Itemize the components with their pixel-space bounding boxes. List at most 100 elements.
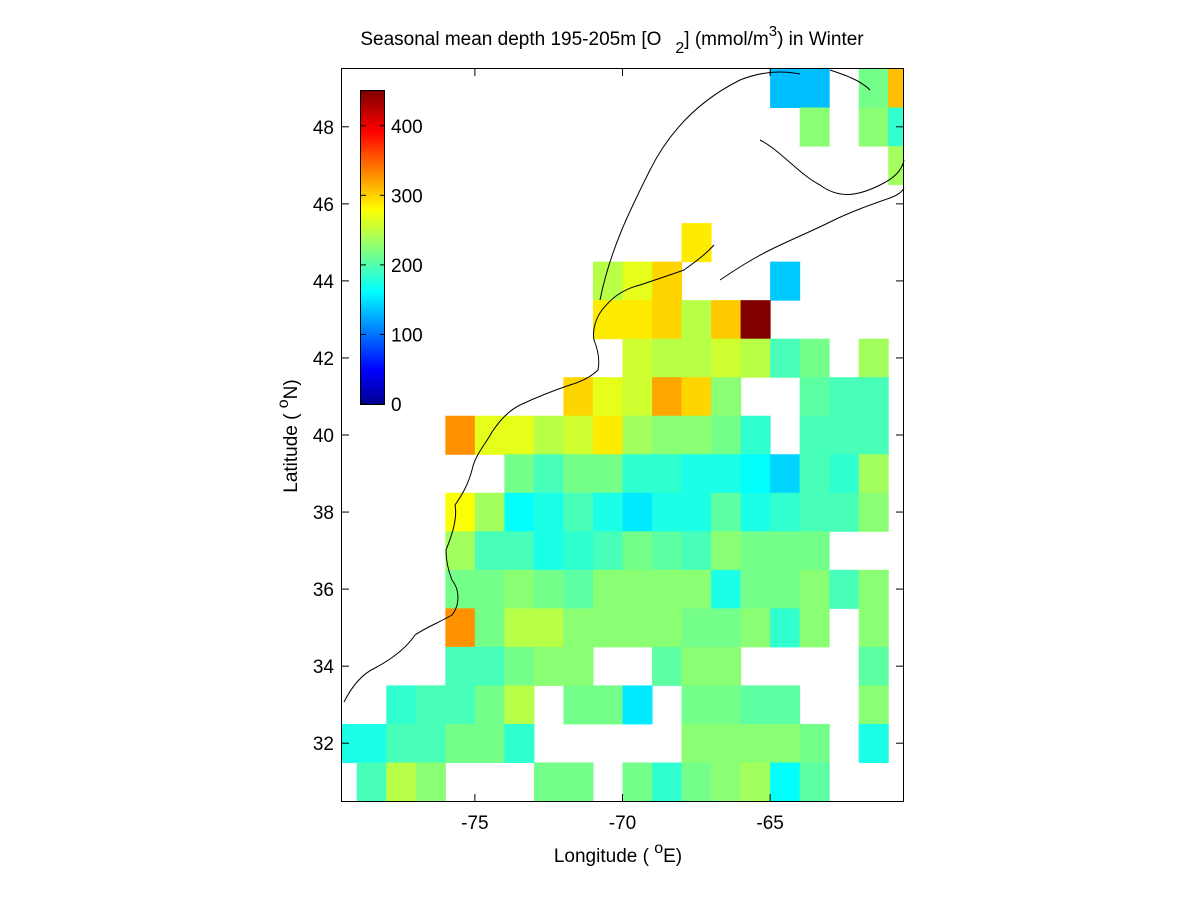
heatmap-cell (681, 492, 712, 532)
colorbar-tick-label: 100 (391, 325, 423, 346)
heatmap-cell (652, 415, 683, 455)
heatmap-cell (770, 685, 801, 725)
plot-frame (341, 68, 904, 802)
heatmap-cell (770, 531, 801, 571)
title-end: ) in Winter (777, 29, 864, 50)
heatmap-cell (858, 723, 889, 763)
heatmap-cell (711, 300, 742, 340)
heatmap-cell (533, 415, 564, 455)
heatmap-cell (858, 608, 889, 648)
heatmap-cell (563, 762, 594, 802)
heatmap-cell (622, 261, 653, 301)
heatmap-cell (681, 531, 712, 571)
heatmap-cell (504, 415, 535, 455)
heatmap-cell (711, 454, 742, 494)
heatmap-cell (592, 608, 623, 648)
heatmap-cell (770, 338, 801, 378)
heatmap-cell (622, 415, 653, 455)
heatmap-cell (652, 300, 683, 340)
heatmap-cell (563, 415, 594, 455)
heatmap-cell (445, 685, 476, 725)
y-tick-label: 42 (313, 349, 334, 370)
heatmap-cell (563, 646, 594, 686)
title-middle: ] (mmol/m (684, 29, 768, 50)
heatmap-cell (858, 338, 889, 378)
heatmap-cell (386, 685, 417, 725)
heatmap-cell (740, 338, 771, 378)
heatmap-cell (770, 492, 801, 532)
y-tick-label: 38 (313, 503, 334, 524)
heatmap-cell (592, 415, 623, 455)
heatmap-cell (474, 608, 505, 648)
heatmap-cell (445, 531, 476, 571)
heatmap-cell (592, 531, 623, 571)
y-axis: 32 34 36 38 40 42 44 46 48 (313, 118, 903, 755)
heatmap-cell (858, 415, 889, 455)
heatmap-cell (770, 723, 801, 763)
heatmap-cell (563, 454, 594, 494)
heatmap-cell (681, 608, 712, 648)
heatmap-cell (474, 646, 505, 686)
heatmap-cell (711, 608, 742, 648)
x-axis: -75 -70 -65 (461, 69, 784, 834)
y-axis-label-suffix: N) (281, 379, 302, 399)
heatmap-cell (622, 300, 653, 340)
heatmap-cell (592, 569, 623, 609)
heatmap-cell (829, 377, 860, 417)
title-main: Seasonal mean depth 195-205m [O (360, 29, 661, 50)
heatmap-cell (711, 646, 742, 686)
heatmap-cell (415, 723, 446, 763)
heatmap-cell (858, 492, 889, 532)
heatmap-cell (740, 415, 771, 455)
heatmap-cell (445, 569, 476, 609)
heatmap-cell (681, 685, 712, 725)
colorbar-gradient (360, 90, 385, 405)
heatmap-cell (622, 762, 653, 802)
y-tick-label: 36 (313, 580, 334, 601)
heatmap-cell (504, 608, 535, 648)
heatmap-cell (504, 531, 535, 571)
heatmap-cell (681, 569, 712, 609)
heatmap-cell (858, 107, 889, 147)
colorbar-tick-label: 300 (391, 186, 423, 207)
heatmap-cell (888, 146, 904, 186)
heatmap-cell (622, 492, 653, 532)
heatmap-cell (563, 531, 594, 571)
heatmap-cell (415, 685, 446, 725)
heatmap-cell (533, 454, 564, 494)
heatmap-cell (711, 685, 742, 725)
y-tick-label: 48 (313, 118, 334, 139)
heatmap-cell (681, 223, 712, 263)
heatmap-cell (652, 377, 683, 417)
heatmap-cell (652, 338, 683, 378)
heatmap-cell (799, 454, 830, 494)
x-axis-label-suffix: E) (663, 846, 682, 867)
heatmap-cell (770, 454, 801, 494)
heatmap-cell (652, 646, 683, 686)
colorbar: 0 100 200 300 400 (360, 90, 423, 416)
heatmap-cell (770, 569, 801, 609)
heatmap-cell (504, 685, 535, 725)
heatmap-cell (592, 377, 623, 417)
heatmap-cell (592, 492, 623, 532)
heatmap-cell (711, 492, 742, 532)
heatmap-cell (386, 762, 417, 802)
title-superscript: 3 (769, 23, 777, 40)
heatmap-cell (799, 69, 830, 109)
heatmap-cell (533, 608, 564, 648)
y-axis-label-prefix: Latitude ( (281, 408, 302, 493)
heatmap-cell (563, 608, 594, 648)
x-axis-label: Longitude ( oE) (554, 840, 682, 867)
heatmap-cell (445, 492, 476, 532)
heatmap-cell (711, 762, 742, 802)
heatmap-cell (622, 531, 653, 571)
heatmap-cell (504, 646, 535, 686)
heatmap-cell (740, 762, 771, 802)
heatmap-cell (563, 377, 594, 417)
colorbar-tick-label: 400 (391, 117, 423, 138)
heatmap-cell (356, 762, 387, 802)
heatmap-cell (711, 415, 742, 455)
heatmap-cell (740, 531, 771, 571)
heatmap-cell (622, 377, 653, 417)
coastline-gulf-st-lawrence (599, 71, 801, 301)
